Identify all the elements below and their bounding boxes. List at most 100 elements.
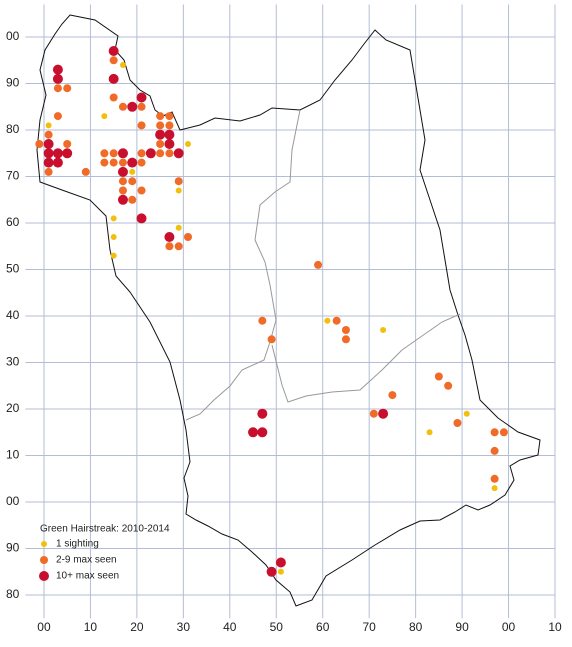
- sighting-dot: [266, 566, 277, 577]
- sighting-dot: [145, 148, 156, 159]
- x-tick-label: 80: [409, 620, 423, 634]
- y-tick-label: 10: [6, 448, 20, 462]
- sighting-dot: [109, 149, 118, 158]
- legend: Green Hairstreak: 2010-2014 1 sighting 2-9…: [39, 524, 170, 582]
- y-tick-label: 60: [6, 215, 20, 229]
- county-border: [36, 14, 541, 607]
- sighting-dot: [165, 112, 174, 121]
- sighting-dot: [341, 326, 350, 334]
- sighting-dot: [101, 113, 108, 120]
- sighting-dot: [81, 167, 90, 176]
- x-tick-label: 20: [130, 620, 144, 634]
- sighting-dot: [136, 92, 147, 103]
- sighting-dot: [426, 429, 433, 436]
- sighting-dot: [156, 112, 165, 121]
- sighting-dot: [128, 177, 137, 186]
- sighting-dot: [109, 56, 118, 65]
- x-tick-label: 00: [502, 620, 516, 634]
- sighting-dot: [110, 252, 117, 259]
- sighting-dot: [434, 372, 443, 381]
- sighting-dot: [117, 194, 128, 205]
- sighting-dot: [53, 84, 62, 93]
- sighting-dot: [119, 61, 126, 68]
- sighting-dot: [43, 157, 54, 168]
- sighting-dot: [156, 140, 165, 148]
- legend-label: 2-9 max seen: [56, 555, 117, 566]
- sighting-dot: [175, 224, 182, 231]
- y-tick-label: 70: [6, 169, 20, 183]
- sighting-dot: [156, 149, 165, 158]
- sighting-dot: [378, 408, 389, 419]
- sighting-dot: [248, 427, 259, 438]
- sighting-dot: [44, 130, 53, 139]
- y-tick-label: 30: [6, 355, 20, 369]
- sighting-dot: [45, 122, 52, 129]
- sighting-dot: [63, 84, 72, 93]
- sighting-dot: [164, 129, 175, 140]
- sighting-dot: [43, 139, 54, 149]
- sighting-dot: [108, 46, 119, 56]
- sighting-dot: [173, 148, 184, 159]
- sighting-dot: [100, 149, 109, 158]
- sighting-dot: [490, 446, 499, 455]
- district-border: [271, 313, 461, 403]
- sighting-dot: [52, 64, 63, 75]
- sighting-dot: [499, 428, 508, 437]
- sighting-dot: [369, 409, 378, 418]
- sighting-dot: [110, 234, 117, 240]
- sighting-dot: [127, 157, 138, 168]
- sighting-dot: [52, 73, 63, 84]
- grid: [25, 4, 556, 619]
- y-tick-label: 80: [6, 587, 20, 601]
- sighting-dot: [52, 157, 63, 168]
- legend-title: Green Hairstreak: 2010-2014: [40, 524, 170, 535]
- sighting-dot: [118, 102, 127, 111]
- sighting-dot: [137, 158, 146, 167]
- x-tick-label: 50: [270, 620, 284, 634]
- x-tick-label: 10: [548, 620, 562, 634]
- sighting-dot: [164, 139, 175, 149]
- sighting-dot: [183, 233, 192, 241]
- sighting-dot: [332, 316, 341, 325]
- sighting-dot: [174, 177, 183, 186]
- sighting-dot: [277, 568, 284, 575]
- sighting-dot: [155, 129, 166, 140]
- sighting-dot: [100, 158, 109, 167]
- sighting-dot: [490, 474, 499, 483]
- sighting-dot: [117, 166, 128, 177]
- legend-swatch: [40, 556, 48, 564]
- sighting-dot: [267, 335, 276, 344]
- sighting-dot: [63, 140, 72, 148]
- sighting-dot: [118, 186, 127, 195]
- sighting-dot: [137, 102, 146, 111]
- y-tick-label: 50: [6, 262, 20, 276]
- sighting-dot: [175, 187, 182, 194]
- sighting-dot: [137, 186, 146, 195]
- y-tick-label: 80: [6, 122, 20, 136]
- x-tick-label: 70: [362, 620, 376, 634]
- sighting-dot: [314, 260, 323, 269]
- sighting-dot: [108, 73, 119, 84]
- sighting-dot: [463, 410, 470, 417]
- y-tick-label: 40: [6, 308, 20, 322]
- legend-label: 1 sighting: [56, 539, 99, 550]
- sighting-dot: [109, 158, 118, 167]
- sighting-dot: [53, 112, 62, 121]
- y-tick-label: 00: [6, 29, 20, 43]
- sighting-dot: [164, 232, 175, 242]
- x-tick-label: 30: [177, 620, 191, 634]
- sighting-dot: [62, 148, 73, 159]
- sighting-dot: [136, 213, 147, 224]
- sighting-dot: [491, 485, 498, 492]
- sighting-dot: [137, 149, 146, 158]
- y-tick-label: 90: [6, 76, 20, 90]
- sighting-dot: [127, 101, 138, 112]
- sighting-dot: [129, 168, 136, 175]
- x-tick-label: 00: [37, 620, 51, 634]
- sighting-dot: [174, 242, 183, 251]
- sighting-dot: [324, 317, 331, 324]
- sighting-dot: [380, 327, 387, 333]
- sighting-dot: [110, 215, 117, 222]
- legend-swatch: [41, 541, 47, 547]
